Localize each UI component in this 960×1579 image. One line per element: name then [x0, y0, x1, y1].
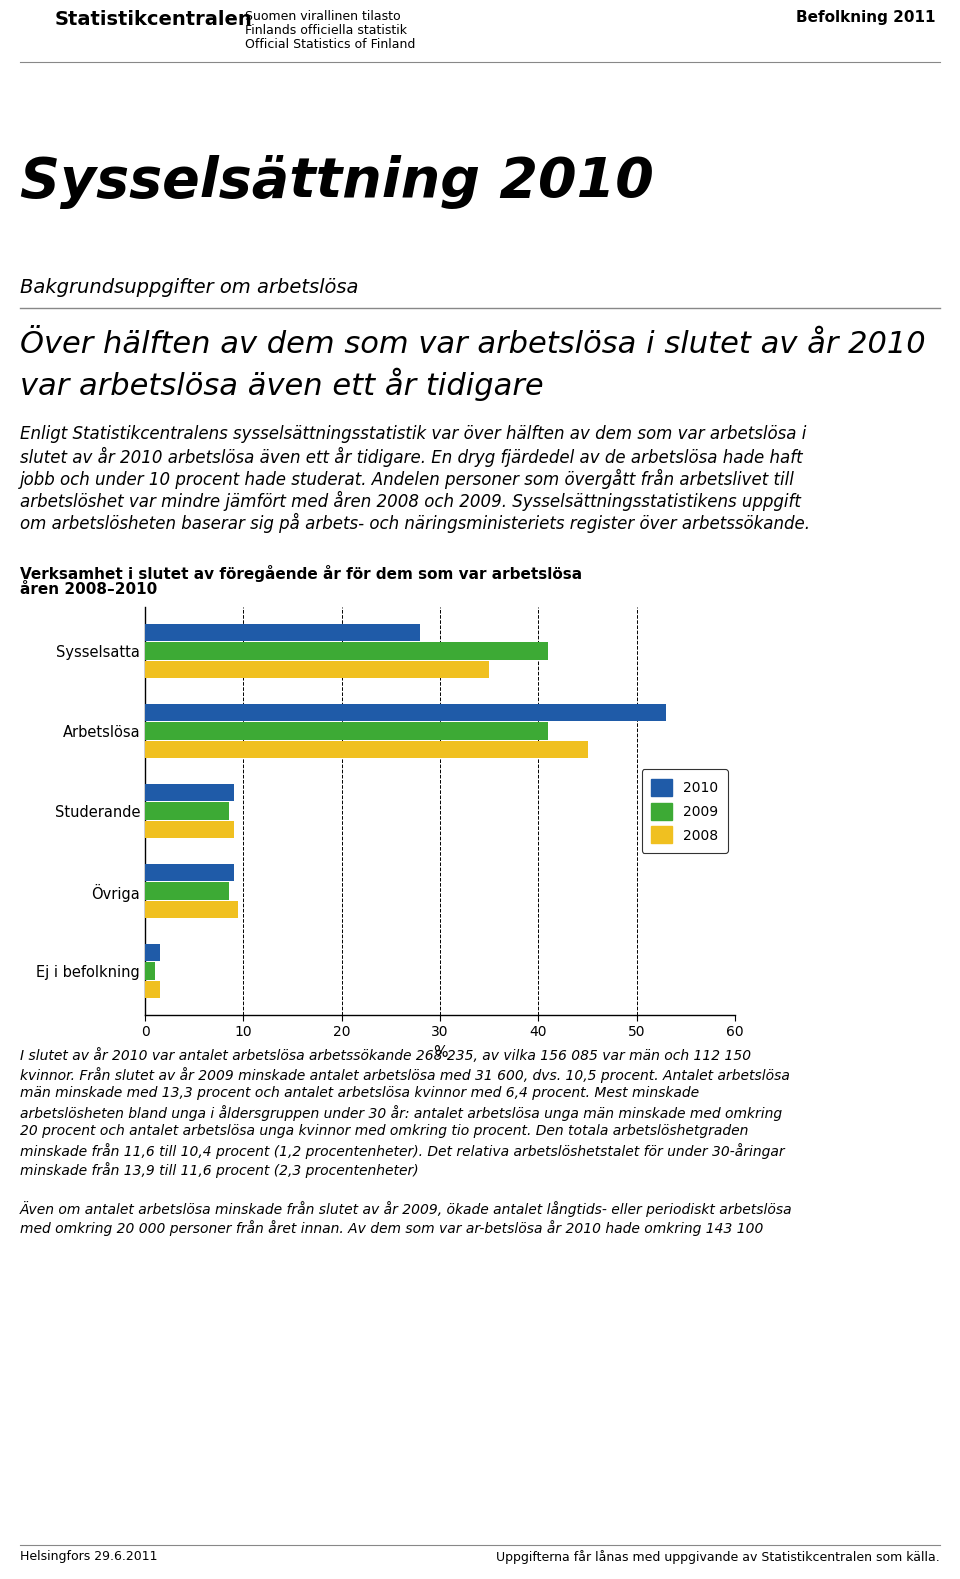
Text: Även om antalet arbetslösa minskade från slutet av år 2009, ökade antalet långti: Även om antalet arbetslösa minskade från… [20, 1202, 793, 1217]
Text: minskade från 11,6 till 10,4 procent (1,2 procentenheter). Det relativa arbetslö: minskade från 11,6 till 10,4 procent (1,… [20, 1143, 784, 1159]
Text: Statistikcentralen: Statistikcentralen [55, 9, 252, 28]
Text: kvinnor. Från slutet av år 2009 minskade antalet arbetslösa med 31 600, dvs. 10,: kvinnor. Från slutet av år 2009 minskade… [20, 1067, 790, 1083]
Text: minskade från 13,9 till 11,6 procent (2,3 procentenheter): minskade från 13,9 till 11,6 procent (2,… [20, 1162, 419, 1178]
Text: Finlands officiella statistik: Finlands officiella statistik [245, 24, 407, 36]
Bar [145, 883, 228, 900]
Bar [145, 900, 238, 917]
Text: jobb och under 10 procent hade studerat. Andelen personer som övergått från arbe: jobb och under 10 procent hade studerat.… [20, 469, 795, 489]
Bar [145, 944, 159, 962]
Bar [145, 821, 233, 838]
Bar [145, 864, 233, 881]
Text: med omkring 20 000 personer från året innan. Av dem som var ar-betslösa år 2010 : med omkring 20 000 personer från året in… [20, 1221, 763, 1236]
Bar [145, 741, 588, 758]
Text: arbetslösheten bland unga i åldersgruppen under 30 år: antalet arbetslösa unga m: arbetslösheten bland unga i åldersgruppe… [20, 1105, 782, 1121]
Bar [145, 981, 159, 998]
Text: slutet av år 2010 arbetslösa även ett år tidigare. En dryg fjärdedel av de arbet: slutet av år 2010 arbetslösa även ett år… [20, 447, 803, 467]
Text: Enligt Statistikcentralens sysselsättningsstatistik var över hälften av dem som : Enligt Statistikcentralens sysselsättnin… [20, 425, 806, 444]
Bar [145, 802, 228, 820]
Bar [145, 783, 233, 801]
Text: var arbetslösa även ett år tidigare: var arbetslösa även ett år tidigare [20, 368, 543, 401]
Text: åren 2008–2010: åren 2008–2010 [20, 583, 157, 597]
Text: Sysselsättning 2010: Sysselsättning 2010 [20, 155, 654, 208]
Bar [145, 624, 420, 641]
Legend: 2010, 2009, 2008: 2010, 2009, 2008 [641, 769, 728, 853]
Text: Bakgrundsuppgifter om arbetslösa: Bakgrundsuppgifter om arbetslösa [20, 278, 358, 297]
Text: I slutet av år 2010 var antalet arbetslösa arbetssökande 268 235, av vilka 156 0: I slutet av år 2010 var antalet arbetslö… [20, 1048, 751, 1063]
Text: Suomen virallinen tilasto: Suomen virallinen tilasto [245, 9, 400, 24]
Text: Official Statistics of Finland: Official Statistics of Finland [245, 38, 416, 51]
Text: Uppgifterna får lånas med uppgivande av Statistikcentralen som källa.: Uppgifterna får lånas med uppgivande av … [496, 1551, 940, 1563]
Bar [145, 722, 548, 739]
Text: arbetslöshet var mindre jämfört med åren 2008 och 2009. Sysselsättningsstatistik: arbetslöshet var mindre jämfört med åren… [20, 491, 801, 512]
Bar [145, 962, 155, 979]
Text: 20 procent och antalet arbetslösa unga kvinnor med omkring tio procent. Den tota: 20 procent och antalet arbetslösa unga k… [20, 1124, 749, 1138]
Bar [145, 643, 548, 660]
Text: män minskade med 13,3 procent och antalet arbetslösa kvinnor med 6,4 procent. Me: män minskade med 13,3 procent och antale… [20, 1086, 699, 1101]
Text: om arbetslösheten baserar sig på arbets- och näringsministeriets register över a: om arbetslösheten baserar sig på arbets-… [20, 513, 810, 534]
Text: Befolkning 2011: Befolkning 2011 [796, 9, 935, 25]
X-axis label: %: % [433, 1045, 447, 1060]
Text: Över hälften av dem som var arbetslösa i slutet av år 2010: Över hälften av dem som var arbetslösa i… [20, 330, 925, 358]
Text: Verksamhet i slutet av föregående år för dem som var arbetslösa: Verksamhet i slutet av föregående år för… [20, 565, 582, 583]
Text: Helsingfors 29.6.2011: Helsingfors 29.6.2011 [20, 1551, 157, 1563]
Bar [145, 704, 666, 722]
Bar [145, 660, 490, 677]
